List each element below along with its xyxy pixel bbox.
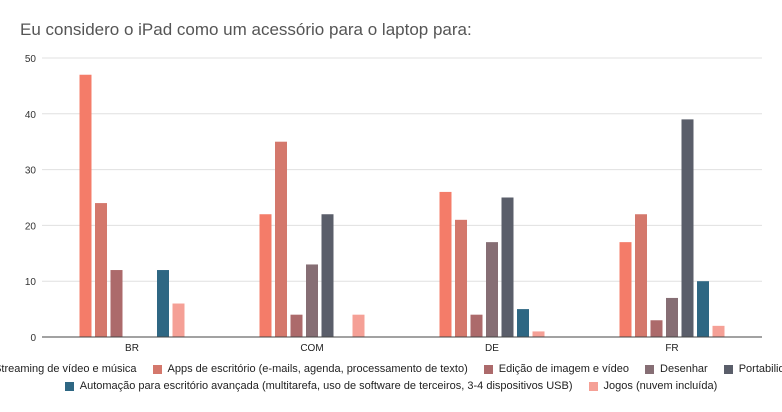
legend-item: Jogos (nuvem incluída) (588, 380, 718, 392)
x-tick-label: FR (665, 343, 678, 354)
bar (439, 191, 452, 337)
y-tick-label: 50 (25, 54, 37, 65)
bar (352, 314, 365, 337)
legend-label: Streaming de vídeo e música (0, 363, 137, 375)
bar (532, 331, 545, 337)
legend-label: Desenhar (660, 363, 708, 375)
legend-swatch (152, 364, 162, 374)
y-tick-label: 10 (25, 277, 37, 288)
y-tick-label: 20 (25, 221, 37, 232)
bar (501, 197, 514, 337)
bar (486, 242, 498, 337)
legend-item: Desenhar (645, 363, 708, 375)
x-tick-label: BR (125, 343, 139, 354)
legend-row-2: Automação para escritório avançada (mult… (0, 380, 782, 392)
x-axis-tick-labels: BR COM DE FR (125, 343, 679, 354)
bar (635, 214, 647, 337)
gridlines (42, 57, 762, 282)
y-tick-label: 40 (25, 110, 37, 121)
legend-label: Portabilidade (738, 363, 782, 375)
legend-item: Edição de imagem e vídeo (483, 363, 630, 375)
bar (79, 74, 92, 338)
bar (290, 314, 303, 337)
bar (306, 264, 318, 337)
x-tick-label: COM (300, 343, 323, 354)
bar (681, 119, 694, 337)
legend-swatch (723, 364, 733, 374)
bar (157, 270, 169, 337)
legend-swatch (645, 364, 655, 374)
legend-item: Streaming de vídeo e música (0, 363, 137, 375)
legend-label: Automação para escritório avançada (mult… (79, 380, 573, 392)
bar (321, 214, 334, 337)
y-tick-label: 0 (30, 333, 36, 344)
bar (697, 281, 709, 337)
y-tick-label: 30 (25, 166, 37, 177)
bar (172, 303, 185, 337)
legend-label: Jogos (nuvem incluída) (603, 380, 718, 392)
bar (455, 219, 467, 337)
bar (95, 203, 107, 337)
bar (517, 309, 529, 337)
bar (619, 242, 632, 337)
legend-item: Portabilidade (723, 363, 782, 375)
bar (110, 270, 123, 337)
bar (259, 214, 272, 337)
bar (275, 141, 287, 337)
legend-label: Edição de imagem e vídeo (498, 363, 630, 375)
bar (666, 297, 678, 337)
legend-swatch (588, 381, 598, 391)
legend-swatch (64, 381, 74, 391)
legend-label: Apps de escritório (e-mails, agenda, pro… (167, 363, 468, 375)
legend-row-1: Streaming de vídeo e música Apps de escri… (0, 363, 782, 375)
y-axis-tick-labels: 0 10 20 30 40 50 (25, 54, 37, 344)
bar (712, 325, 725, 337)
x-tick-label: DE (485, 343, 499, 354)
chart-title: Eu considero o iPad como um acessório pa… (20, 20, 472, 39)
legend-item: Automação para escritório avançada (mult… (64, 380, 573, 392)
bar (650, 320, 663, 337)
legend-swatch (483, 364, 493, 374)
legend-item: Apps de escritório (e-mails, agenda, pro… (152, 363, 468, 375)
bar (470, 314, 483, 337)
bars (79, 74, 725, 338)
